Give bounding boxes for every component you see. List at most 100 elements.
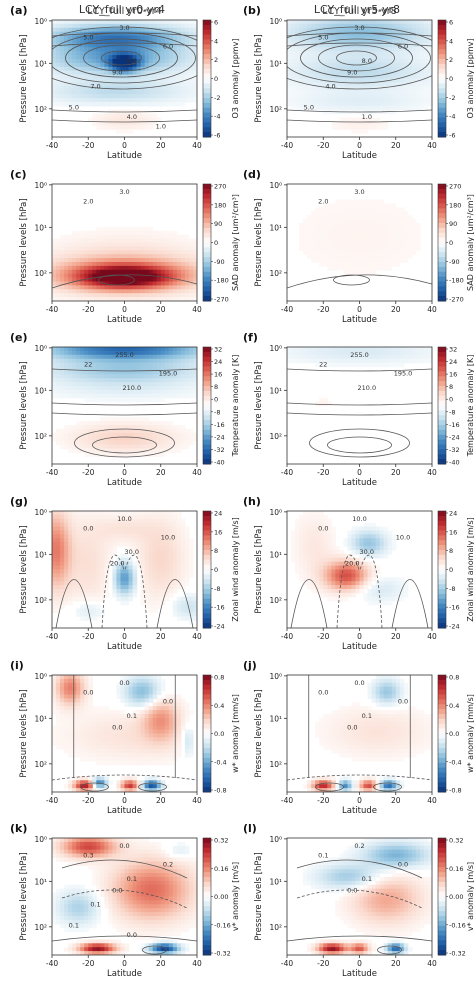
- heatmap-cell: [363, 23, 369, 29]
- heatmap-cell: [315, 258, 320, 263]
- heatmap-cell: [407, 358, 413, 364]
- heatmap-cell: [315, 350, 320, 356]
- heatmap-cell: [347, 66, 353, 72]
- heatmap-cell: [164, 553, 170, 559]
- heatmap-cell: [120, 553, 126, 559]
- colorbar-segment: [203, 381, 211, 387]
- heatmap-cell: [112, 378, 118, 383]
- heatmap-cell: [164, 78, 170, 83]
- heatmap-cell: [104, 230, 109, 236]
- heatmap-cell: [144, 62, 150, 68]
- heatmap-cell: [184, 557, 190, 563]
- heatmap-cell: [136, 23, 142, 29]
- heatmap-cell: [172, 573, 178, 578]
- heatmap-cell: [327, 358, 332, 364]
- heatmap-cell: [124, 425, 130, 430]
- heatmap-cell: [136, 277, 142, 283]
- heatmap-cell: [164, 51, 170, 56]
- heatmap-cell: [144, 589, 150, 594]
- heatmap-cell: [96, 47, 101, 52]
- heatmap-cell: [423, 347, 429, 352]
- heatmap-cell: [295, 47, 300, 52]
- heatmap-cell: [96, 20, 101, 25]
- heatmap-cell: [100, 35, 105, 41]
- heatmap-cell: [164, 230, 170, 236]
- heatmap-cell: [375, 43, 381, 48]
- heatmap-cell: [299, 35, 304, 41]
- heatmap-cell: [160, 242, 166, 247]
- heatmap-cell: [419, 23, 425, 29]
- heatmap-cell: [52, 370, 57, 375]
- heatmap-cell: [335, 207, 340, 212]
- heatmap-cell: [152, 39, 158, 44]
- heatmap-cell: [355, 269, 361, 275]
- heatmap-cell: [96, 550, 101, 555]
- heatmap-cell: [367, 47, 373, 52]
- heatmap-cell: [303, 70, 308, 76]
- heatmap-cell: [156, 354, 162, 360]
- colorbar-segment: [203, 296, 211, 302]
- heatmap-cell: [64, 370, 69, 375]
- heatmap-cell: [104, 238, 109, 244]
- heatmap-cell: [383, 219, 389, 224]
- heatmap-cell: [104, 277, 109, 283]
- heatmap-cell: [192, 246, 197, 251]
- heatmap-cell: [132, 577, 138, 582]
- heatmap-cell: [303, 101, 308, 107]
- heatmap-cell: [140, 397, 146, 403]
- heatmap-cell: [347, 258, 353, 263]
- heatmap-cell: [411, 98, 417, 103]
- heatmap-cell: [80, 511, 85, 516]
- heatmap-cell: [343, 62, 349, 68]
- heatmap-cell: [287, 35, 292, 41]
- heatmap-cell: [136, 82, 142, 87]
- heatmap-cell: [140, 39, 146, 44]
- heatmap-cell: [391, 211, 397, 216]
- heatmap-cell: [164, 518, 170, 524]
- heatmap-cell: [355, 258, 361, 263]
- heatmap-cell: [84, 55, 89, 60]
- x-tick-label: 0: [122, 468, 127, 477]
- heatmap-cell: [108, 421, 114, 426]
- heatmap-cell: [156, 589, 162, 594]
- heatmap-field: [52, 347, 197, 464]
- heatmap-cell: [160, 47, 166, 52]
- heatmap-cell: [148, 436, 154, 442]
- heatmap-cell: [156, 70, 162, 76]
- heatmap-cell: [64, 27, 69, 33]
- heatmap-cell: [108, 358, 114, 364]
- heatmap-cell: [76, 569, 81, 574]
- heatmap-cell: [140, 234, 146, 240]
- heatmap-cell: [355, 31, 361, 37]
- heatmap-cell: [407, 350, 413, 356]
- heatmap-cell: [132, 374, 138, 379]
- heatmap-cell: [307, 230, 312, 236]
- heatmap-cell: [76, 59, 81, 64]
- heatmap-cell: [76, 230, 81, 236]
- heatmap-cell: [176, 382, 182, 387]
- heatmap-cell: [419, 347, 425, 352]
- heatmap-cell: [383, 82, 389, 87]
- heatmap-cell: [64, 70, 69, 76]
- heatmap-cell: [92, 246, 97, 251]
- heatmap-cell: [423, 350, 429, 356]
- colorbar-segment: [438, 366, 446, 372]
- heatmap-cell: [359, 86, 365, 91]
- colorbar-tick-label: 24: [449, 358, 457, 366]
- heatmap-cell: [323, 226, 328, 232]
- heatmap-cell: [140, 573, 146, 578]
- heatmap-cell: [188, 350, 194, 356]
- heatmap-cell: [387, 55, 393, 60]
- heatmap-cell: [136, 293, 142, 298]
- heatmap-cell: [72, 250, 77, 255]
- heatmap-cell: [108, 378, 114, 383]
- heatmap-cell: [303, 350, 308, 356]
- heatmap-cell: [152, 285, 158, 290]
- heatmap-cell: [176, 35, 182, 41]
- heatmap-cell: [84, 258, 89, 263]
- heatmap-cell: [411, 74, 417, 80]
- heatmap-cell: [148, 546, 154, 551]
- heatmap-cell: [88, 51, 93, 56]
- heatmap-cell: [423, 59, 429, 64]
- heatmap-cell: [323, 211, 328, 216]
